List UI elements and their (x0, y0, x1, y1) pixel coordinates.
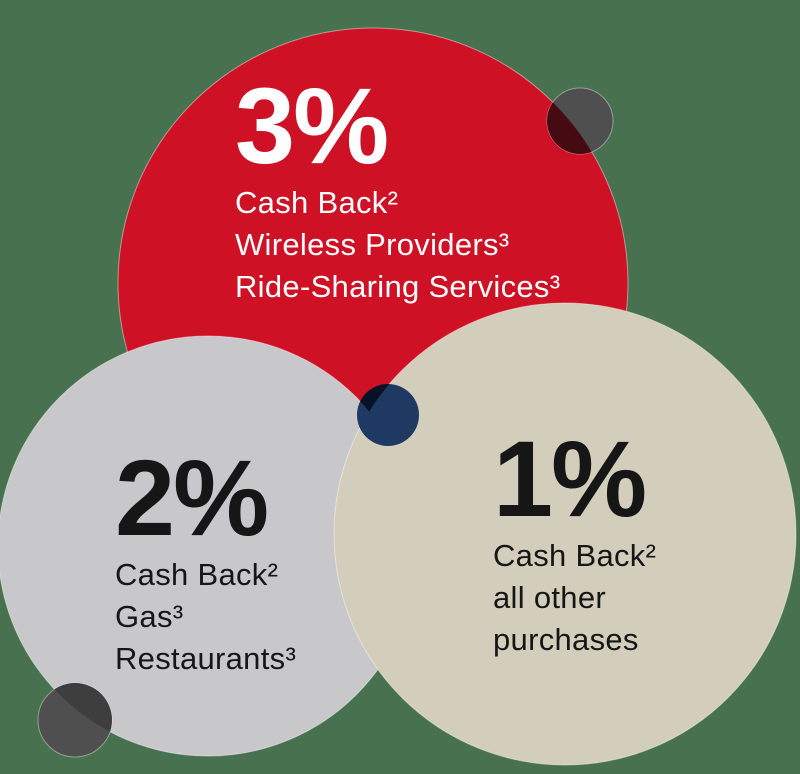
top-right-accent-dot (546, 87, 614, 155)
tier-3-line-wireless: Wireless Providers³ (235, 227, 510, 262)
tier-1-line-purchases: purchases (493, 622, 639, 657)
center-dot-overlap (357, 384, 419, 446)
tier-3-line-ride-sharing: Ride-Sharing Services³ (235, 269, 561, 304)
tier-2-line-gas: Gas³ (115, 599, 184, 634)
tier-2-line-restaurants: Restaurants³ (115, 641, 297, 676)
tier-1-beige-circle (333, 302, 797, 766)
tier-1-percent: 1% (493, 418, 647, 539)
tier-1-line-cash-back: Cash Back² (493, 538, 657, 573)
tier-3-percent: 3% (235, 65, 389, 186)
tier-1-text-block: 1% Cash Back² all other purchases (493, 423, 656, 661)
tier-3-line-cash-back: Cash Back² (235, 185, 399, 220)
tier-2-text-block: 2% Cash Back² Gas³ Restaurants³ (115, 442, 296, 680)
bottom-left-accent-dot (37, 682, 113, 758)
tier-2-percent: 2% (115, 437, 269, 558)
center-accent-dot (357, 384, 419, 446)
tier-3-text-block: 3% Cash Back² Wireless Providers³ Ride-S… (235, 70, 560, 308)
tier-1-line-all-other: all other (493, 580, 606, 615)
tier-2-line-cash-back: Cash Back² (115, 557, 279, 592)
